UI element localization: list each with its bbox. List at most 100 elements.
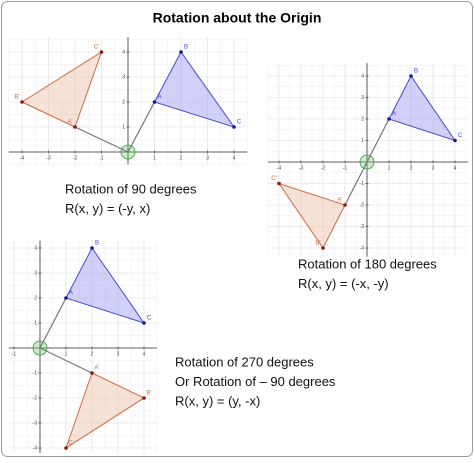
y-tick-label: 4 (122, 49, 125, 55)
y-tick-label: 1 (34, 320, 37, 326)
x-tick-label: 1 (388, 165, 391, 171)
x-tick-label: -4 (277, 165, 282, 171)
vertex-label: C (458, 133, 463, 139)
y-tick-label: 2 (361, 116, 364, 122)
vertex (64, 446, 68, 450)
vertex-label: B (414, 69, 418, 75)
caption: R(x, y) = (-y, x) (65, 201, 150, 216)
x-tick-label: 3 (432, 165, 435, 171)
y-tick-label: -2 (360, 202, 365, 208)
vertex (73, 125, 77, 129)
x-tick-label: -1 (99, 155, 104, 161)
vertex-label: A' (67, 120, 72, 126)
y-tick-label: 3 (361, 95, 364, 101)
vertex (387, 117, 391, 121)
y-tick-label: -3 (360, 224, 365, 230)
vertex (142, 396, 146, 400)
vertex (64, 296, 68, 300)
vertex-label: B' (146, 391, 151, 397)
caption: Or Rotation of – 90 degrees (175, 374, 336, 389)
vertex-label: C (237, 120, 242, 126)
triangle (20, 50, 103, 128)
y-tick-label: 1 (361, 138, 364, 144)
vertex (90, 371, 94, 375)
y-tick-label: 4 (361, 73, 364, 79)
vertex (343, 203, 347, 207)
y-tick-label: 4 (34, 245, 37, 251)
y-tick-label: -1 (33, 370, 38, 376)
caption: Rotation of 90 degrees (65, 181, 197, 196)
vertex (142, 321, 146, 325)
x-tick-label: 2 (180, 155, 183, 161)
vertex (277, 181, 281, 186)
y-tick-label: -1 (360, 181, 365, 187)
vertex (90, 246, 94, 250)
triangle (388, 75, 457, 142)
x-tick-label: 1 (153, 155, 156, 161)
x-tick-label: -3 (46, 155, 51, 161)
y-tick-label: 3 (122, 74, 125, 80)
y-tick-label: 2 (34, 295, 37, 301)
ray (366, 118, 390, 163)
vertex-label: A' (94, 366, 99, 372)
triangle (65, 247, 146, 324)
vertex-label: A (157, 95, 161, 101)
vertex-label: B (95, 241, 99, 247)
triangle (65, 372, 146, 450)
vertex-label: C (147, 316, 152, 322)
ray (344, 161, 368, 206)
triangle (277, 182, 346, 249)
ray (39, 297, 67, 349)
title: Rotation about the Origin (153, 10, 322, 26)
x-tick-label: -1 (343, 165, 348, 171)
ray (39, 347, 93, 374)
x-tick-label: -4 (20, 155, 25, 161)
x-tick-label: 4 (143, 351, 146, 357)
vertex-label: A' (337, 198, 342, 204)
triangle (153, 51, 236, 128)
vertex (409, 74, 413, 78)
vertex (99, 50, 104, 54)
caption: Rotation of 180 degrees (298, 256, 437, 271)
y-tick-label: -3 (33, 420, 38, 426)
vertex-label: A (392, 112, 396, 118)
vertex (20, 100, 24, 104)
x-tick-label: 4 (454, 165, 457, 171)
caption: R(x, y) = (-x, -y) (298, 276, 389, 291)
vertex (179, 50, 183, 54)
x-tick-label: 3 (206, 155, 209, 161)
vertex-label: B' (14, 95, 19, 101)
x-tick-label: 2 (410, 165, 413, 171)
caption: Rotation of 270 degrees (175, 354, 314, 369)
rotation-arc (120, 144, 136, 160)
x-tick-label: -2 (73, 155, 78, 161)
y-tick-label: -2 (33, 395, 38, 401)
caption: R(x, y) = (y, -x) (175, 393, 260, 408)
ray (127, 101, 156, 153)
y-tick-label: 2 (122, 99, 125, 105)
vertex-label: C' (68, 441, 73, 447)
vertex-label: A (69, 291, 73, 297)
y-tick-label: 3 (34, 270, 37, 276)
vertex (453, 138, 457, 143)
vertex-label: B' (315, 241, 320, 247)
y-tick-label: -4 (360, 245, 365, 251)
y-tick-label: 1 (122, 124, 125, 130)
x-tick-label: 3 (117, 351, 120, 357)
vertex-label: B (184, 45, 188, 51)
x-tick-label: -3 (299, 165, 304, 171)
y-tick-label: -4 (33, 445, 38, 451)
vertex-label: C' (271, 176, 276, 182)
vertex-label: C' (94, 45, 99, 51)
x-tick-label: -1 (12, 351, 17, 357)
ray (74, 126, 129, 153)
x-tick-label: 2 (91, 351, 94, 357)
vertex (321, 246, 325, 250)
x-tick-label: 4 (233, 155, 236, 161)
x-tick-label: 1 (65, 351, 68, 357)
x-tick-label: -2 (321, 165, 326, 171)
vertex (152, 100, 157, 104)
